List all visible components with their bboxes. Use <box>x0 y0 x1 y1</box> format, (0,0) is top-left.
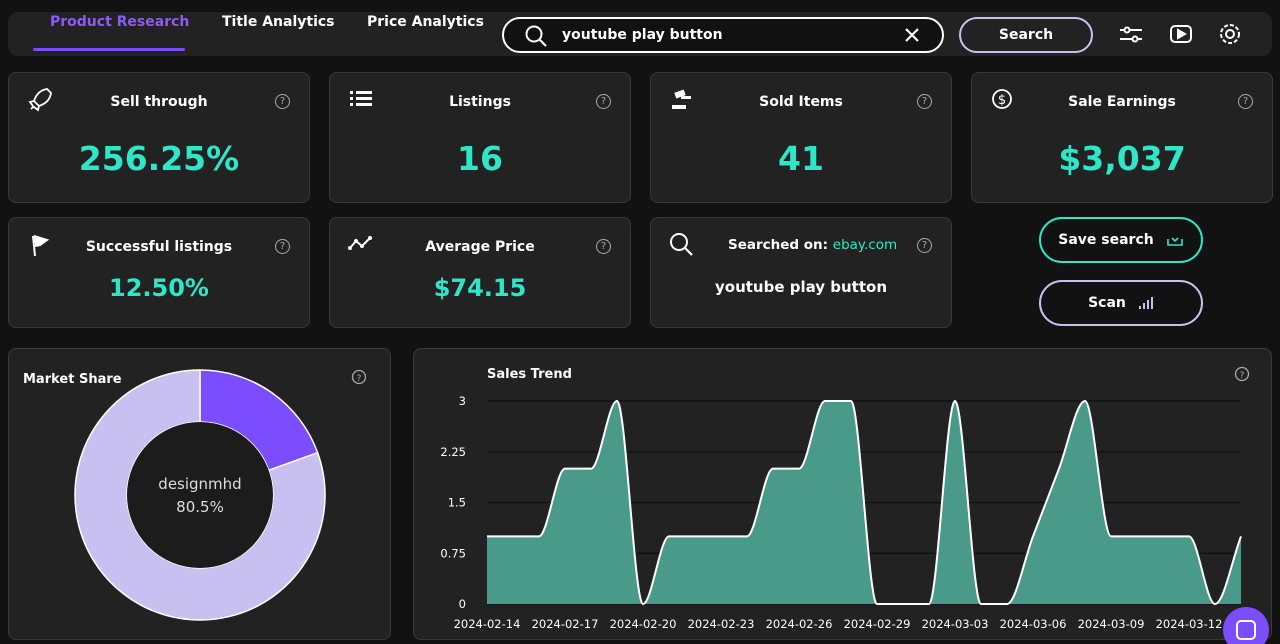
help-icon: ? <box>275 94 290 109</box>
x-tick-label: 2024-02-20 <box>610 617 677 631</box>
stat-card: Average Price? $74.15 <box>329 217 631 328</box>
stat-card: Sold Items? 41 <box>650 72 952 203</box>
help-icon: ? <box>596 94 611 109</box>
x-tick-label: 2024-02-23 <box>688 617 755 631</box>
y-tick-label: 0.75 <box>440 546 466 560</box>
x-tick-label: 2024-03-06 <box>1000 617 1067 631</box>
clear-icon[interactable] <box>904 27 920 43</box>
tab[interactable]: Product Research <box>50 14 190 30</box>
button-label: Scan <box>1088 295 1126 311</box>
tab[interactable]: Price Analytics <box>367 14 484 30</box>
x-tick-label: 2024-02-29 <box>844 617 911 631</box>
stat-value: $3,037 <box>1058 139 1186 178</box>
toolbar-icons <box>1120 24 1240 44</box>
stat-value: 12.50% <box>109 274 209 302</box>
y-tick-label: 3 <box>459 394 466 408</box>
x-tick-label: 2024-03-09 <box>1078 617 1145 631</box>
sales-trend-panel: Sales Trend ? 0 0.75 1.5 2.25 3 2024-02-14 202… <box>413 348 1272 640</box>
market-share-panel: Market Share ? designmhd 80.5% <box>8 348 391 640</box>
stat-value: 256.25% <box>78 139 240 178</box>
stat-label: Sold Items <box>759 94 843 110</box>
slice-label: designmhd <box>158 475 241 493</box>
pie-chart: Market Share ? designmhd 80.5% <box>23 369 367 621</box>
stat-value: 16 <box>457 139 503 178</box>
searched-on-card: Searched on: ebay.com ? youtube play but… <box>650 217 952 328</box>
x-tick-label: 2024-03-03 <box>922 617 989 631</box>
search-icon <box>525 25 547 47</box>
pie-hole <box>127 422 273 568</box>
searched-query: youtube play button <box>714 278 888 296</box>
help-icon: ? <box>917 94 932 109</box>
stat-label: Sell through <box>110 94 208 110</box>
search-icon <box>670 233 693 256</box>
stat-value: 41 <box>778 139 824 178</box>
search-text: youtube play button <box>562 27 723 43</box>
stat-label: Listings <box>449 94 511 110</box>
search-box[interactable]: youtube play button <box>502 17 944 53</box>
x-tick-label: 2024-03-12 <box>1156 617 1223 631</box>
help-icon: ? <box>1238 94 1253 109</box>
y-tick-label: 0 <box>459 597 466 611</box>
stat-icon <box>27 232 53 262</box>
x-tick-label: 2024-02-17 <box>532 617 599 631</box>
stat-card: Successful listings? 12.50% <box>8 217 310 328</box>
tab[interactable]: Title Analytics <box>222 14 335 30</box>
stat-card: $ Sale Earnings? $3,037 <box>971 72 1273 203</box>
chart-title: Sales Trend <box>487 367 572 382</box>
chart-title: Market Share <box>23 372 122 387</box>
search-button[interactable]: Search <box>959 17 1093 53</box>
stat-icon <box>27 87 53 117</box>
y-tick-label: 1.5 <box>448 496 466 510</box>
searched-site[interactable]: ebay.com <box>832 237 898 253</box>
stat-label: Sale Earnings <box>1068 94 1176 110</box>
stat-icon <box>348 232 374 262</box>
stat-value: $74.15 <box>433 274 527 302</box>
x-tick-label: 2024-02-14 <box>454 617 521 631</box>
help-icon[interactable]: ? <box>917 238 932 253</box>
scan-button[interactable]: Scan <box>1039 280 1203 326</box>
svg-text:?: ? <box>1240 371 1245 381</box>
slice-value-label: 80.5% <box>176 498 224 516</box>
stat-icon <box>669 87 695 117</box>
help-icon: ? <box>596 239 611 254</box>
y-tick-label: 2.25 <box>440 445 466 459</box>
area-chart: Sales Trend ? 0 0.75 1.5 2.25 3 2024-02-14 202… <box>440 366 1250 631</box>
stat-icon <box>348 87 374 117</box>
stat-card: Listings? 16 <box>329 72 631 203</box>
button-label: Save search <box>1058 232 1154 248</box>
svg-text:$: $ <box>998 93 1006 108</box>
searched-on-label: Searched on: <box>728 237 829 253</box>
save-search-button[interactable]: Save search <box>1039 217 1203 263</box>
stat-label: Successful listings <box>85 239 233 255</box>
stat-card: Sell through? 256.25% <box>8 72 310 203</box>
chat-bubble[interactable] <box>1222 606 1270 644</box>
stat-label: Average Price <box>425 239 535 255</box>
area-line <box>487 399 1242 606</box>
help-icon: ? <box>275 239 290 254</box>
stat-icon: $ <box>990 87 1016 117</box>
x-tick-label: 2024-02-26 <box>766 617 833 631</box>
svg-text:?: ? <box>357 374 362 384</box>
tab-underline <box>33 48 185 51</box>
